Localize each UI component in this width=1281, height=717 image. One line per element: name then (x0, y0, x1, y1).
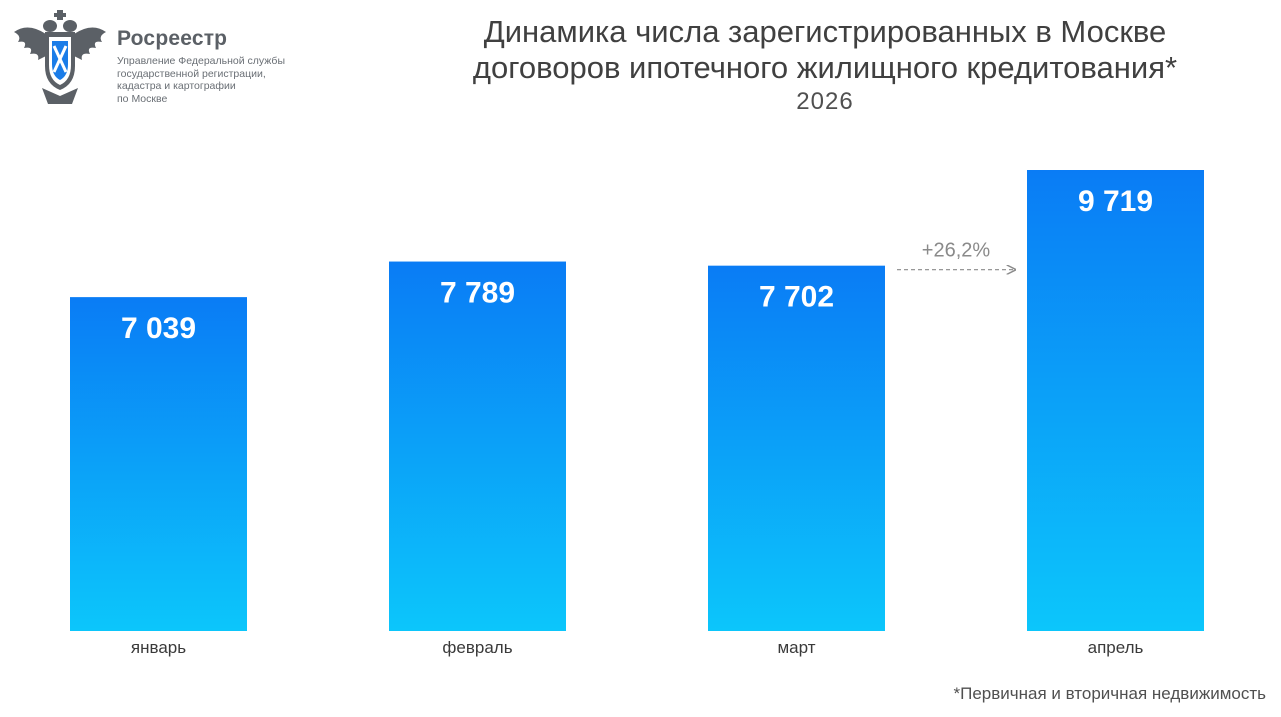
org-sub-line-1: Управление Федеральной службы (117, 55, 285, 67)
chart-title-line-1: Динамика числа зарегистрированных в Моск… (483, 14, 1167, 49)
rosreestr-logo: Росреестр Управление Федеральной службы … (12, 10, 312, 110)
org-name: Росреестр (117, 27, 228, 50)
bar-value-label: 7 702 (759, 281, 834, 314)
org-sub-line-2: государственной регистрации, (117, 67, 266, 80)
footnote: *Первичная и вторичная недвижимость (953, 684, 1266, 703)
category-label: апрель (1088, 638, 1144, 657)
org-subtitle: Управление Федеральной службы государств… (117, 55, 327, 105)
double-headed-eagle-icon (14, 10, 106, 104)
growth-annotation: +26,2% (922, 240, 991, 262)
category-label: март (777, 638, 815, 657)
bar-февраль (389, 261, 566, 631)
bar-апрель (1027, 170, 1204, 631)
org-sub-line-3: кадастра и картографии (117, 80, 236, 93)
category-label: январь (131, 638, 186, 657)
bar-value-label: 7 039 (121, 312, 196, 345)
org-sub-line-4: по Москве (117, 92, 168, 105)
chart-subtitle: 2026 (796, 88, 854, 115)
chart-title-block: Динамика числа зарегистрированных в Моск… (330, 14, 1281, 116)
chart-title-line-2: договоров ипотечного жилищного кредитова… (472, 50, 1178, 85)
bar-value-label: 9 719 (1078, 185, 1153, 218)
category-label: февраль (442, 638, 512, 657)
chart-title: Динамика числа зарегистрированных в Моск… (330, 14, 1281, 86)
bar-value-label: 7 789 (440, 277, 515, 310)
bar-март (708, 265, 885, 631)
bar-январь (70, 297, 247, 631)
